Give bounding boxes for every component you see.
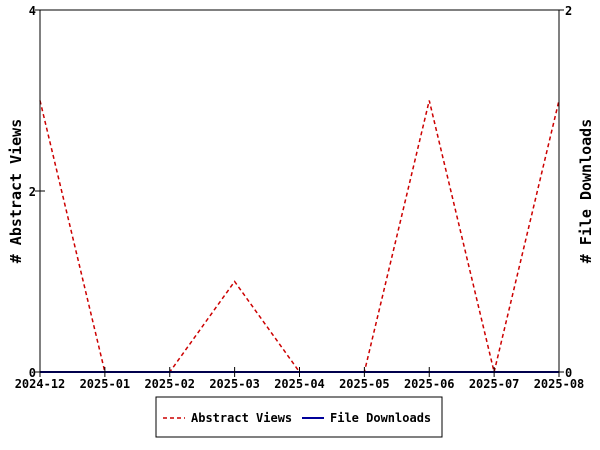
- y-axis-label-left: # Abstract Views: [7, 119, 25, 264]
- y-tick-label-left: 2: [29, 185, 36, 199]
- y-tick-label-left: 4: [29, 4, 36, 18]
- y-tick-label-left: 0: [29, 366, 36, 380]
- x-tick-label: 2025-08: [534, 377, 585, 391]
- x-tick-label: 2025-01: [80, 377, 131, 391]
- chart-axes: 2024-12 2025-01 2025-02 2025-03 2025-04 2025-…: [15, 4, 585, 391]
- legend-box: [155, 396, 443, 438]
- x-tick-label: 2025-04: [274, 377, 325, 391]
- x-tick-label: 2025-03: [209, 377, 260, 391]
- x-tick-label: 2024-12: [15, 377, 66, 391]
- chart-marks: [39, 100, 560, 373]
- x-tick-label: 2025-06: [404, 377, 455, 391]
- legend-label-file-downloads: File Downloads: [330, 411, 431, 425]
- x-tick-label: 2025-05: [339, 377, 390, 391]
- legend: Abstract Views File Downloads: [155, 396, 443, 438]
- y-tick-label-right: 0: [565, 366, 572, 380]
- series-line-abstract-views: [39, 100, 560, 373]
- x-tick-label: 2025-02: [144, 377, 195, 391]
- x-tick-label: 2025-07: [469, 377, 520, 391]
- y-axis-label-right: # File Downloads: [577, 119, 595, 264]
- legend-label-abstract-views: Abstract Views: [191, 411, 292, 425]
- y-tick-label-right: 2: [565, 4, 572, 18]
